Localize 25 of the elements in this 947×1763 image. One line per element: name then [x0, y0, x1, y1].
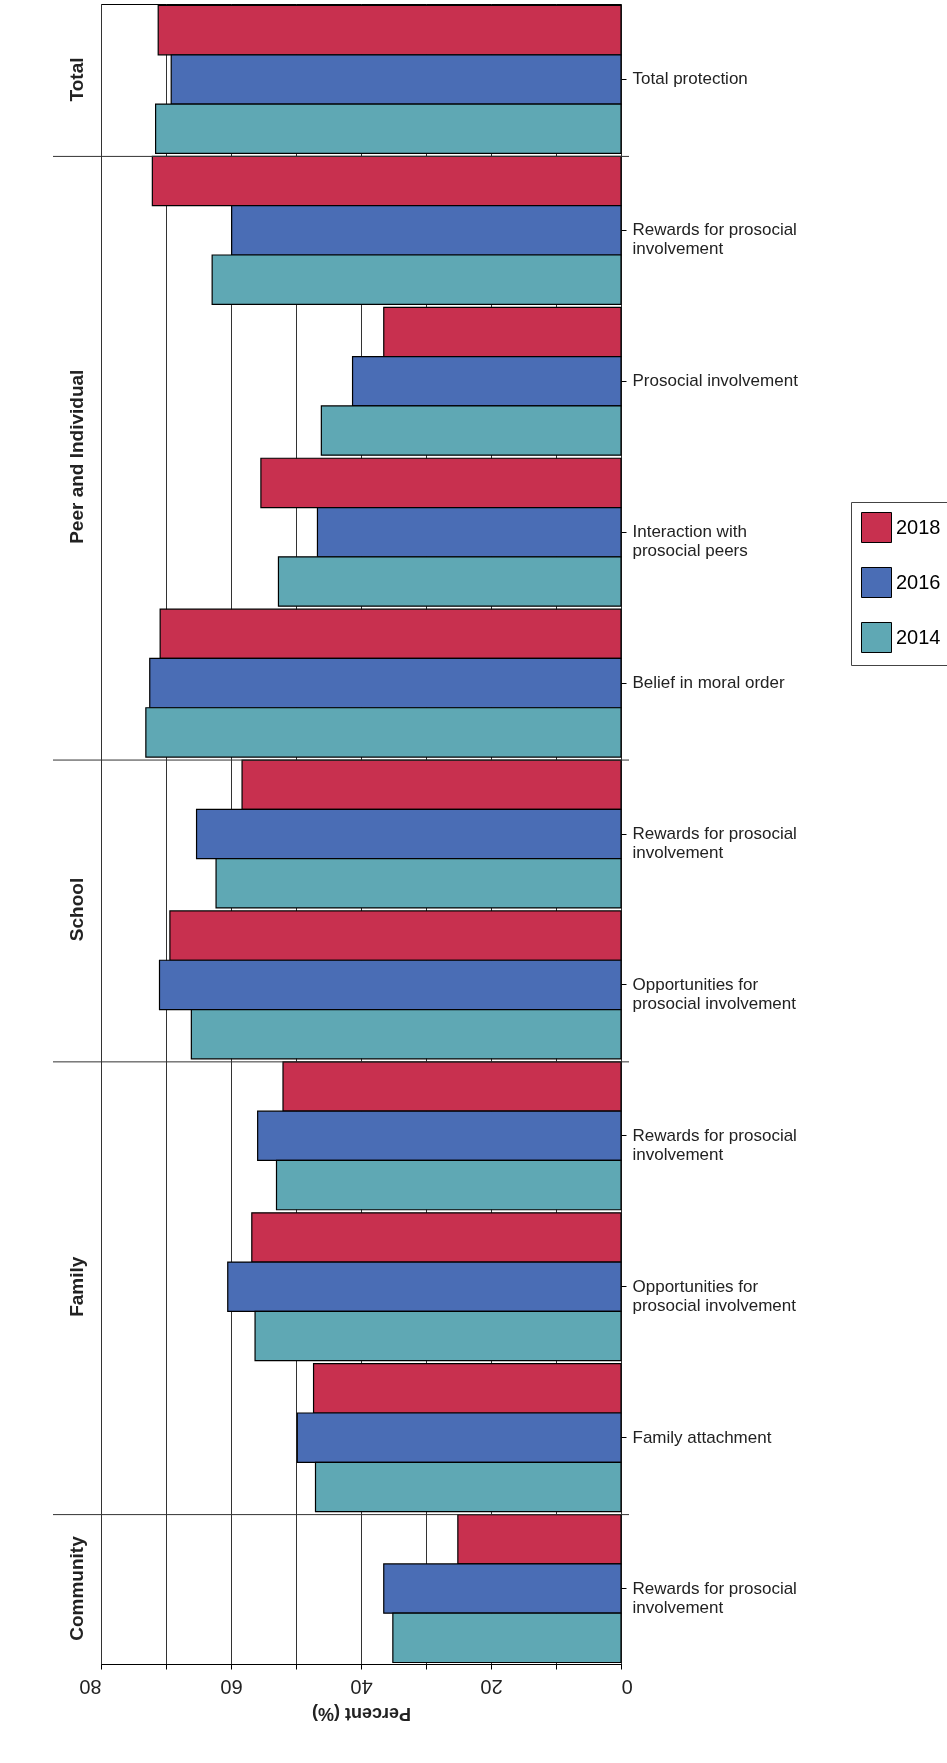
- x-tick-label: 80: [79, 1675, 102, 1698]
- text: Community: [66, 1535, 87, 1641]
- legend-label: 2014: [896, 625, 941, 648]
- y-tick-label: Rewards for prosocial involvement: [632, 220, 797, 259]
- text: Peer and Individual: [66, 369, 87, 544]
- text: Family: [66, 1256, 87, 1317]
- x-axis-title: Percent (%): [311, 1703, 412, 1724]
- y-tick-label: Interaction with prosocial peers: [632, 522, 748, 561]
- x-tick-label: 60: [220, 1675, 243, 1698]
- y-tick-label: Rewards for prosocial involvement: [632, 824, 797, 862]
- y-tick-label: Opportunities for prosocial involvement: [632, 974, 797, 1013]
- y-tick-label: Total protection: [632, 69, 748, 89]
- y-tick-label: Prosocial involvement: [632, 371, 799, 391]
- x-tick-label: 20: [480, 1675, 503, 1698]
- legend-label: 2018: [896, 515, 941, 538]
- x-tick-label: 0: [621, 1675, 633, 1698]
- y-tick-label: Opportunities for prosocial involvement: [632, 1276, 797, 1315]
- text: Total: [66, 57, 87, 102]
- y-tick-label: Belief in moral order: [632, 673, 785, 693]
- y-tick-label: Rewards for prosocial involvement: [632, 1125, 797, 1164]
- text: School: [66, 877, 87, 942]
- x-tick-label: 40: [350, 1675, 373, 1698]
- y-tick-label: Family attachment: [632, 1427, 772, 1447]
- y-tick-label: Rewards for prosocial involvement: [632, 1578, 797, 1617]
- legend-label: 2016: [896, 570, 941, 593]
